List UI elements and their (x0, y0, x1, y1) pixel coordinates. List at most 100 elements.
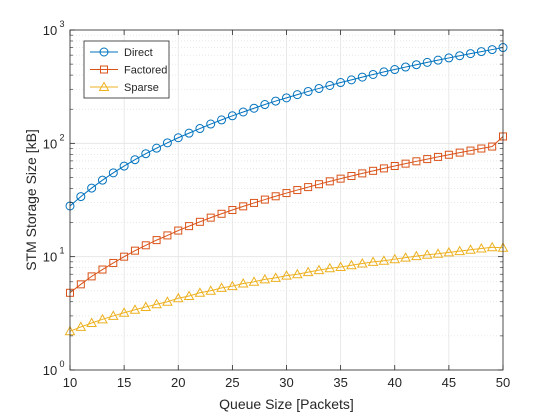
data-point (141, 149, 151, 159)
data-point (368, 69, 378, 79)
data-point (367, 256, 379, 266)
data-point (455, 148, 464, 157)
y-tick-label: 10 (43, 136, 57, 151)
data-point (173, 133, 183, 143)
data-point (325, 80, 335, 90)
data-point (109, 258, 118, 267)
legend-item: Factored (90, 65, 167, 77)
y-tick-exponent: 0 (59, 359, 64, 369)
x-tick-label: 35 (333, 375, 347, 390)
data-point (292, 90, 302, 100)
data-point (249, 103, 259, 113)
data-point (99, 47, 109, 57)
data-point (270, 272, 282, 282)
data-point (152, 143, 162, 153)
data-point (293, 186, 302, 195)
data-point (444, 53, 454, 63)
data-point (423, 155, 432, 164)
data-point (260, 195, 269, 204)
data-point (379, 164, 388, 173)
series-group (64, 43, 509, 336)
data-point (228, 206, 237, 215)
data-point (250, 198, 259, 207)
data-point (248, 276, 260, 286)
data-point (238, 107, 248, 117)
data-point (378, 255, 390, 265)
data-point (259, 273, 271, 284)
data-point (390, 65, 400, 75)
y-tick-label: 10 (43, 363, 57, 378)
data-point (304, 183, 313, 192)
data-point (454, 245, 466, 256)
data-point (118, 307, 130, 317)
data-point (411, 250, 422, 261)
x-tick-label: 45 (442, 375, 456, 390)
data-point (141, 241, 150, 250)
data-point (162, 138, 172, 148)
data-point (152, 236, 161, 245)
data-point (120, 252, 129, 261)
data-point (487, 45, 497, 55)
legend-item: Sparse (90, 81, 159, 94)
data-point (475, 243, 487, 253)
data-point (100, 65, 108, 74)
data-point (356, 258, 368, 268)
data-point (271, 192, 280, 201)
data-point (162, 296, 173, 306)
data-point (227, 111, 237, 121)
data-point (174, 226, 183, 235)
data-point (324, 262, 336, 273)
data-point (488, 142, 497, 151)
data-point (107, 310, 119, 320)
y-tick-exponent: 2 (59, 132, 64, 142)
data-point (76, 280, 85, 289)
data-point (205, 285, 217, 295)
data-point (194, 287, 206, 297)
data-point (206, 213, 215, 222)
x-tick-label: 50 (496, 375, 510, 390)
x-tick-label: 15 (117, 375, 131, 390)
data-point (75, 321, 87, 331)
data-point (151, 298, 162, 309)
data-point (400, 252, 411, 262)
x-tick-label: 40 (388, 375, 402, 390)
data-point (335, 261, 346, 272)
x-tick-label: 30 (279, 375, 293, 390)
data-point (347, 171, 356, 180)
data-point (465, 244, 476, 254)
data-point (98, 81, 110, 91)
data-point (140, 301, 152, 311)
data-point (412, 157, 421, 166)
data-point (346, 75, 356, 85)
data-point (217, 209, 226, 218)
data-point (195, 124, 205, 134)
data-point (401, 62, 411, 72)
y-axis-label: STM Storage Size [kB] (23, 129, 39, 271)
series-factored (66, 132, 507, 297)
data-point (76, 192, 86, 202)
data-point (129, 304, 141, 314)
data-point (130, 246, 139, 255)
y-tick-exponent: 1 (59, 246, 64, 256)
data-point (216, 282, 227, 292)
data-point (390, 161, 399, 170)
data-point (444, 150, 453, 159)
data-point (130, 155, 140, 165)
data-point (422, 57, 432, 67)
data-point (98, 265, 107, 274)
data-point (303, 86, 313, 96)
y-tick-label: 10 (43, 250, 57, 265)
x-tick-label: 10 (63, 375, 77, 390)
y-tick-exponent: 3 (59, 19, 64, 29)
data-point (369, 166, 378, 175)
data-point (432, 248, 444, 258)
x-axis-label: Queue Size [Packets] (219, 396, 354, 412)
data-point (86, 317, 98, 327)
data-point (217, 115, 227, 125)
data-point (260, 100, 270, 110)
data-point (314, 83, 324, 93)
legend-label: Factored (124, 65, 167, 77)
data-point (434, 152, 443, 161)
data-point (163, 231, 172, 240)
